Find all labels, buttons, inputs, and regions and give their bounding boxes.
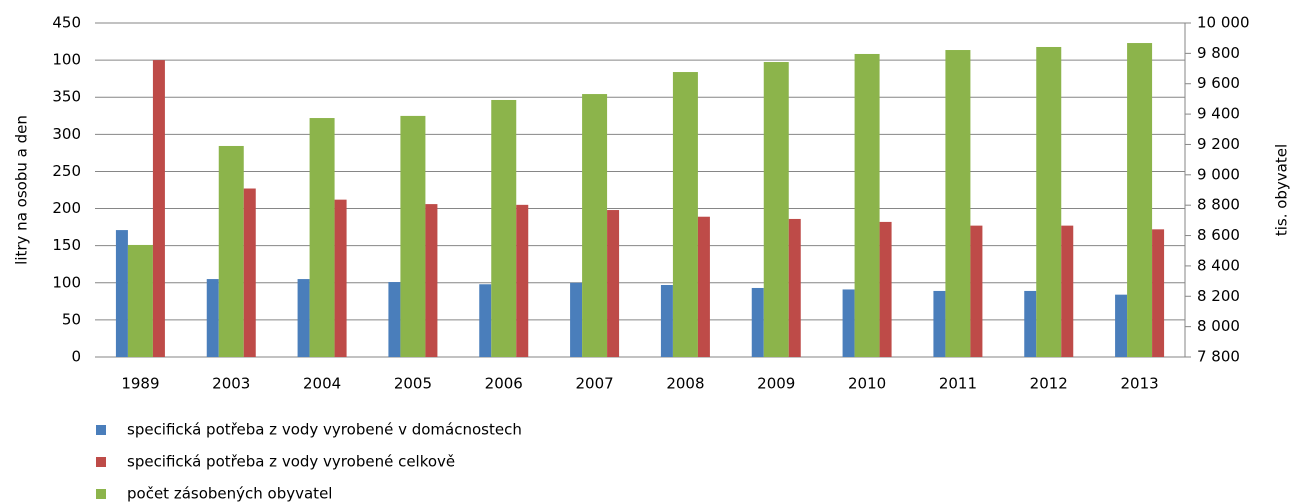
bar [400, 115, 426, 358]
bar [152, 60, 165, 357]
y2-tick-label: 9 200 [1197, 135, 1240, 153]
bar [115, 230, 128, 357]
x-tick-label: 2010 [848, 375, 886, 393]
y-tick-label: 100 [52, 51, 81, 69]
bar [1061, 225, 1074, 357]
y-axis-title: litry na osobu a den [13, 115, 31, 265]
y-tick-label: 0 [71, 348, 81, 366]
bar [879, 221, 892, 357]
bar [582, 94, 608, 358]
bar [206, 279, 219, 357]
bar [788, 218, 801, 357]
y-tick-label: 350 [52, 88, 81, 106]
bar [854, 53, 880, 357]
bar [1024, 290, 1037, 357]
x-tick-label: 2008 [666, 375, 704, 393]
y-tick-label: 50 [62, 310, 81, 328]
bar [933, 290, 946, 357]
legend-swatch [96, 425, 106, 435]
x-tick-label: 1989 [121, 375, 159, 393]
legend-label: počet zásobených obyvatel [127, 485, 332, 503]
x-tick-label: 2011 [939, 375, 977, 393]
y-tick-label: 450 [52, 14, 81, 32]
y2-tick-label: 8 000 [1197, 317, 1240, 335]
y-tick-label: 250 [52, 162, 81, 180]
bar [945, 50, 971, 358]
x-tick-label: 2005 [394, 375, 432, 393]
bar [243, 188, 256, 357]
legend-swatch [96, 489, 106, 499]
x-tick-label: 2013 [1120, 375, 1158, 393]
bar [309, 118, 335, 358]
bar [425, 204, 438, 357]
x-tick-label: 2009 [757, 375, 795, 393]
bar [660, 285, 673, 357]
bar [970, 225, 983, 357]
bar [297, 279, 310, 357]
y2-tick-label: 8 200 [1197, 287, 1240, 305]
y2-tick-label: 7 800 [1197, 348, 1240, 366]
x-tick-label: 2004 [303, 375, 341, 393]
y-tick-label: 200 [52, 199, 81, 217]
y2-tick-label: 9 800 [1197, 44, 1240, 62]
bar [334, 199, 347, 357]
bar [751, 287, 764, 357]
legend-label: specifická potřeba z vody vyrobené celko… [127, 453, 455, 471]
y2-tick-label: 8 800 [1197, 196, 1240, 214]
y2-tick-label: 9 600 [1197, 74, 1240, 92]
y2-axis-title: tis. obyvatel [1273, 144, 1291, 236]
x-tick-label: 2006 [485, 375, 523, 393]
bar [1115, 294, 1128, 357]
bar [763, 62, 789, 357]
bar [697, 216, 710, 357]
bar [479, 284, 492, 357]
bar [388, 282, 401, 357]
legend-swatch [96, 457, 106, 467]
bar [672, 72, 698, 358]
bar [516, 204, 529, 357]
y-tick-label: 150 [52, 236, 81, 254]
x-tick-label: 2007 [575, 375, 613, 393]
legend-label: specifická potřeba z vody vyrobené v dom… [127, 421, 522, 439]
y2-tick-label: 10 000 [1197, 14, 1250, 32]
y2-tick-label: 8 400 [1197, 256, 1240, 274]
bar [607, 210, 620, 357]
bar [218, 145, 244, 357]
bar [1152, 229, 1165, 357]
y2-tick-label: 8 600 [1197, 226, 1240, 244]
y-tick-label: 100 [52, 273, 81, 291]
bar [491, 99, 517, 358]
y2-tick-label: 9 000 [1197, 165, 1240, 183]
bar [127, 244, 153, 357]
y-tick-label: 300 [52, 125, 81, 143]
x-tick-label: 2012 [1030, 375, 1068, 393]
bar [570, 282, 583, 357]
bar [1127, 43, 1153, 357]
x-tick-label: 2003 [212, 375, 250, 393]
bar [842, 289, 855, 357]
bar [1036, 46, 1062, 357]
y2-tick-label: 9 400 [1197, 105, 1240, 123]
